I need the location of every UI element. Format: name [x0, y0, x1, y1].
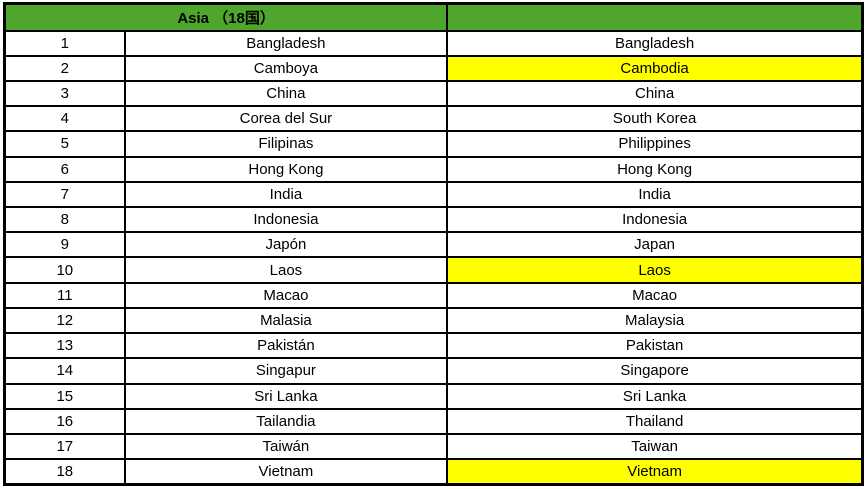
row-number-cell: 9	[3, 231, 126, 259]
header-row: Asia （18国）	[3, 2, 864, 32]
table-row: 14 Singapur Singapore	[3, 357, 864, 385]
english-name-cell: Laos	[446, 256, 864, 284]
table-row: 17 Taiwán Taiwan	[3, 432, 864, 461]
english-name-cell: Malaysia	[446, 306, 864, 335]
row-number-cell: 10	[3, 256, 126, 284]
english-name-cell: Sri Lanka	[446, 382, 864, 410]
spanish-name-cell: Tailandia	[123, 407, 449, 436]
english-name-cell: Thailand	[446, 407, 864, 436]
spanish-name-cell: Malasia	[123, 306, 449, 335]
table-row: 13 Pakistán Pakistan	[3, 332, 864, 360]
row-number-cell: 13	[3, 332, 126, 360]
english-name-cell: China	[446, 79, 864, 108]
table-row: 8 Indonesia Indonesia	[3, 206, 864, 234]
table-row: 9 Japón Japan	[3, 231, 864, 259]
spanish-name-cell: Singapur	[123, 357, 449, 385]
table-row: 4 Corea del Sur South Korea	[3, 105, 864, 133]
english-name-cell: Taiwan	[446, 432, 864, 461]
english-name-cell: India	[446, 180, 864, 209]
spanish-name-cell: Macao	[123, 281, 449, 309]
row-number-cell: 4	[3, 105, 126, 133]
spanish-name-cell: Japón	[123, 231, 449, 259]
spanish-name-cell: Vietnam	[123, 458, 449, 486]
english-name-cell: Macao	[446, 281, 864, 309]
english-name-cell: Indonesia	[446, 206, 864, 234]
table-row: 12 Malasia Malaysia	[3, 306, 864, 335]
table-row: 15 Sri Lanka Sri Lanka	[3, 382, 864, 410]
row-number-cell: 7	[3, 180, 126, 209]
row-number-cell: 2	[3, 54, 126, 82]
row-number-cell: 11	[3, 281, 126, 309]
table-row: 5 Filipinas Philippines	[3, 130, 864, 158]
spanish-name-cell: China	[123, 79, 449, 108]
spanish-name-cell: Hong Kong	[123, 155, 449, 183]
header-empty-cell	[446, 2, 864, 32]
spanish-name-cell: Bangladesh	[123, 29, 449, 57]
row-number-cell: 5	[3, 130, 126, 158]
table-row: 16 Tailandia Thailand	[3, 407, 864, 436]
row-number-cell: 16	[3, 407, 126, 436]
row-number-cell: 14	[3, 357, 126, 385]
english-name-cell: Singapore	[446, 357, 864, 385]
row-number-cell: 17	[3, 432, 126, 461]
english-name-cell: Pakistan	[446, 332, 864, 360]
english-name-cell: Cambodia	[446, 54, 864, 82]
spanish-name-cell: Camboya	[123, 54, 449, 82]
english-name-cell: South Korea	[446, 105, 864, 133]
english-name-cell: Bangladesh	[446, 29, 864, 57]
row-number-cell: 18	[3, 458, 126, 486]
spanish-name-cell: Pakistán	[123, 332, 449, 360]
spanish-name-cell: Taiwán	[123, 432, 449, 461]
table-row: 1 Bangladesh Bangladesh	[3, 29, 864, 57]
table-row: 6 Hong Kong Hong Kong	[3, 155, 864, 183]
row-number-cell: 15	[3, 382, 126, 410]
spanish-name-cell: Filipinas	[123, 130, 449, 158]
spanish-name-cell: India	[123, 180, 449, 209]
table-row: 7 India India	[3, 180, 864, 209]
table-row: 11 Macao Macao	[3, 281, 864, 309]
table-row: 2 Camboya Cambodia	[3, 54, 864, 82]
country-table: Asia （18国） 1 Bangladesh Bangladesh 2 Cam…	[3, 2, 864, 486]
spanish-name-cell: Laos	[123, 256, 449, 284]
spanish-name-cell: Corea del Sur	[123, 105, 449, 133]
row-number-cell: 3	[3, 79, 126, 108]
spanish-name-cell: Indonesia	[123, 206, 449, 234]
row-number-cell: 1	[3, 29, 126, 57]
table-row: 18 Vietnam Vietnam	[3, 458, 864, 486]
table-row: 10 Laos Laos	[3, 256, 864, 284]
english-name-cell: Japan	[446, 231, 864, 259]
row-number-cell: 6	[3, 155, 126, 183]
english-name-cell: Philippines	[446, 130, 864, 158]
english-name-cell: Vietnam	[446, 458, 864, 486]
row-number-cell: 12	[3, 306, 126, 335]
row-number-cell: 8	[3, 206, 126, 234]
table-row: 3 China China	[3, 79, 864, 108]
spanish-name-cell: Sri Lanka	[123, 382, 449, 410]
table-title: Asia （18国）	[3, 2, 449, 32]
english-name-cell: Hong Kong	[446, 155, 864, 183]
